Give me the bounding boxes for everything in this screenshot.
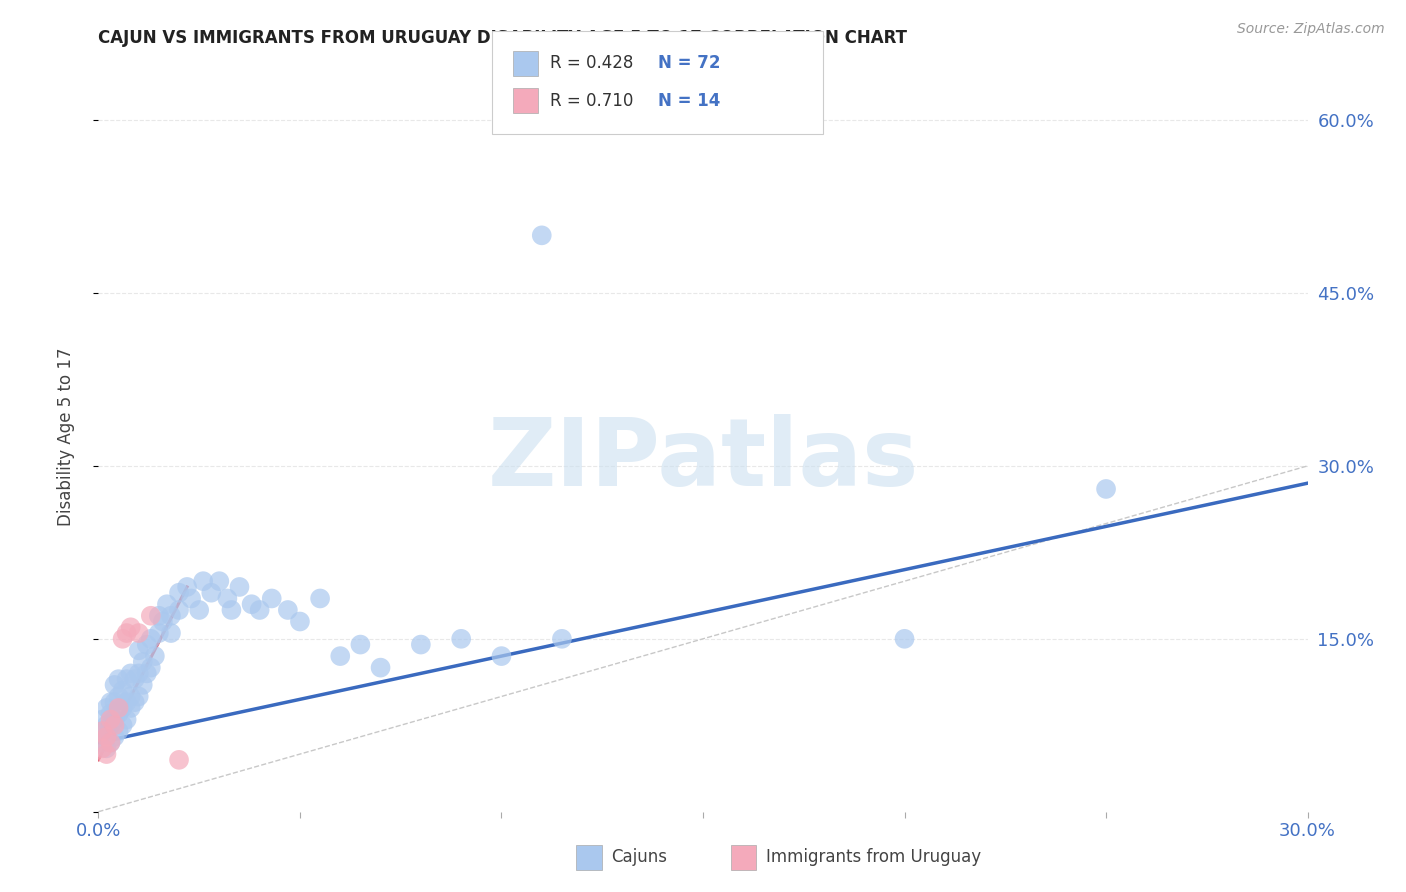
Point xyxy=(128,643,150,657)
Point xyxy=(120,620,142,634)
Point xyxy=(260,591,283,606)
Point xyxy=(160,626,183,640)
Point xyxy=(107,672,129,686)
Point xyxy=(221,603,243,617)
Text: Source: ZipAtlas.com: Source: ZipAtlas.com xyxy=(1237,22,1385,37)
Point xyxy=(115,672,138,686)
Point xyxy=(277,603,299,617)
Point xyxy=(551,632,574,646)
Text: N = 72: N = 72 xyxy=(658,54,720,72)
Point xyxy=(167,585,190,599)
Point xyxy=(96,730,118,744)
Point xyxy=(128,666,150,681)
Point xyxy=(115,713,138,727)
Point xyxy=(188,603,211,617)
Point xyxy=(491,649,513,664)
Point xyxy=(120,666,142,681)
Point xyxy=(135,666,157,681)
Point xyxy=(128,690,150,704)
Point xyxy=(115,695,138,709)
Point xyxy=(148,626,170,640)
Point xyxy=(167,603,190,617)
Point xyxy=(176,580,198,594)
Point xyxy=(893,632,915,646)
Point xyxy=(107,724,129,739)
Point xyxy=(111,701,134,715)
Point xyxy=(91,713,114,727)
Point xyxy=(152,615,174,629)
Point xyxy=(107,690,129,704)
Point xyxy=(217,591,239,606)
Point xyxy=(100,735,122,749)
Text: R = 0.428: R = 0.428 xyxy=(550,54,633,72)
Point xyxy=(100,695,122,709)
Point xyxy=(143,649,166,664)
Point xyxy=(200,585,222,599)
Point xyxy=(91,741,114,756)
Point xyxy=(132,678,155,692)
Point xyxy=(240,597,263,611)
Point xyxy=(139,632,162,646)
Point xyxy=(309,591,332,606)
Point xyxy=(91,735,114,749)
Point xyxy=(1095,482,1118,496)
Point xyxy=(409,638,432,652)
Point xyxy=(111,683,134,698)
Point xyxy=(120,701,142,715)
Point xyxy=(370,660,392,674)
Point xyxy=(148,608,170,623)
Point xyxy=(450,632,472,646)
Text: ZIPatlas: ZIPatlas xyxy=(488,414,918,506)
Point xyxy=(124,672,146,686)
Point xyxy=(193,574,215,589)
Point xyxy=(96,741,118,756)
Point xyxy=(100,718,122,732)
Point xyxy=(530,228,553,243)
Text: Cajuns: Cajuns xyxy=(612,848,668,866)
Point xyxy=(349,638,371,652)
Point xyxy=(128,626,150,640)
Point xyxy=(111,718,134,732)
Point xyxy=(103,713,125,727)
Point xyxy=(96,718,118,732)
Point xyxy=(132,655,155,669)
Y-axis label: Disability Age 5 to 17: Disability Age 5 to 17 xyxy=(56,348,75,526)
Point xyxy=(288,615,311,629)
Point xyxy=(96,701,118,715)
Point xyxy=(107,701,129,715)
Point xyxy=(103,718,125,732)
Point xyxy=(160,608,183,623)
Point xyxy=(228,580,250,594)
Point xyxy=(329,649,352,664)
Point xyxy=(100,713,122,727)
Text: N = 14: N = 14 xyxy=(658,92,720,110)
Point xyxy=(180,591,202,606)
Text: CAJUN VS IMMIGRANTS FROM URUGUAY DISABILITY AGE 5 TO 17 CORRELATION CHART: CAJUN VS IMMIGRANTS FROM URUGUAY DISABIL… xyxy=(98,29,907,47)
Point xyxy=(103,730,125,744)
Point xyxy=(139,608,162,623)
Point xyxy=(91,724,114,739)
Point xyxy=(103,678,125,692)
Point xyxy=(135,638,157,652)
Point xyxy=(208,574,231,589)
Point xyxy=(124,695,146,709)
Point xyxy=(139,660,162,674)
Point xyxy=(167,753,190,767)
Point xyxy=(115,626,138,640)
Point xyxy=(100,706,122,721)
Point xyxy=(103,695,125,709)
Point xyxy=(91,724,114,739)
Point xyxy=(120,690,142,704)
Text: Immigrants from Uruguay: Immigrants from Uruguay xyxy=(766,848,981,866)
Point xyxy=(111,632,134,646)
Point xyxy=(100,735,122,749)
Point xyxy=(96,730,118,744)
Point xyxy=(107,706,129,721)
Text: R = 0.710: R = 0.710 xyxy=(550,92,633,110)
Point xyxy=(96,747,118,761)
Point xyxy=(156,597,179,611)
Point xyxy=(249,603,271,617)
